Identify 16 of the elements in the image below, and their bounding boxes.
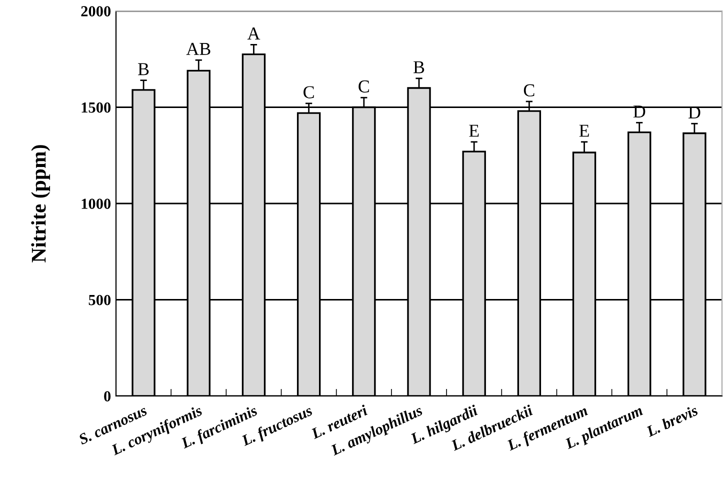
y-tick-label: 1500 xyxy=(82,102,111,113)
y-axis-title: Nitrite (ppm) xyxy=(31,145,50,262)
annotation: B xyxy=(138,63,149,76)
x-tick-label: L. brevis xyxy=(645,404,699,438)
annotation: C xyxy=(304,86,314,98)
y-tick-label: 1000 xyxy=(82,198,111,209)
y-tick-label: 2000 xyxy=(81,6,111,16)
annotation: AB xyxy=(186,42,210,55)
annotation: E xyxy=(469,124,479,137)
annotation: E xyxy=(579,124,589,137)
annotation: B xyxy=(413,61,424,74)
annotation: C xyxy=(358,80,369,93)
annotation: C xyxy=(524,84,534,96)
y-tick-label: 500 xyxy=(88,294,111,306)
annotation: A xyxy=(247,28,260,40)
y-tick-label: 0 xyxy=(104,391,111,402)
